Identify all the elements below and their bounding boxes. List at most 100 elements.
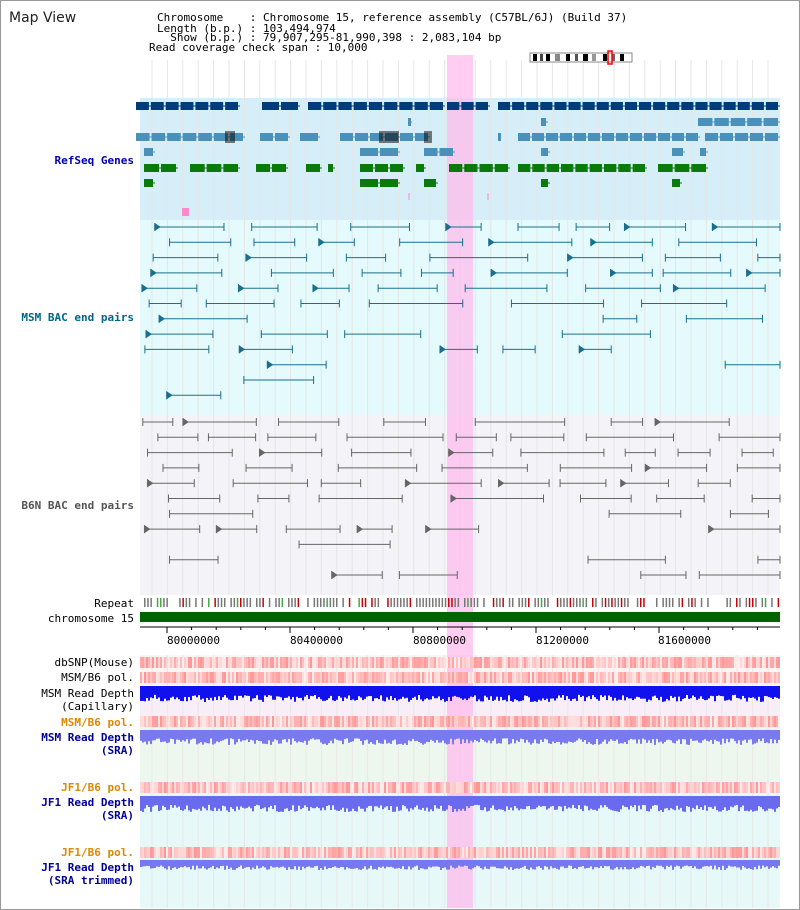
jf1-depth-sra-bar bbox=[524, 796, 526, 809]
msm-depth-sra-bar bbox=[272, 730, 274, 742]
jf1-depth-sra-bar bbox=[534, 796, 536, 810]
dbsnp-strip bbox=[608, 657, 610, 668]
gene-exon bbox=[672, 179, 680, 187]
msm-pol-strip bbox=[144, 672, 146, 683]
msm-pol-strip bbox=[370, 672, 372, 683]
msm-pol-sra-strip bbox=[518, 716, 520, 727]
jf1-depth-sra-bar bbox=[188, 796, 190, 811]
msm-pol-sra-strip bbox=[242, 716, 244, 727]
jf1-pol-strip bbox=[352, 782, 354, 793]
msm-pol-strip bbox=[428, 672, 430, 683]
jf1-depth-sra-bar bbox=[210, 796, 212, 811]
b6n-bac-label[interactable]: B6N BAC end pairs bbox=[21, 499, 134, 512]
msm-pol-strip bbox=[166, 672, 168, 683]
msm-pol-strip bbox=[622, 672, 624, 683]
jf1-pol-strip bbox=[276, 782, 278, 793]
msm-depth-sra-bar bbox=[582, 730, 584, 742]
msm-pol-sra-strip bbox=[312, 716, 314, 727]
repeat-element bbox=[556, 598, 559, 607]
jf1-depth-trim-bar bbox=[410, 860, 412, 870]
jf1-pol-strip bbox=[170, 782, 172, 793]
gene-exon bbox=[589, 164, 602, 172]
jf1-pol-2-strip bbox=[556, 847, 558, 858]
msm-pol-sra-strip bbox=[688, 716, 690, 727]
msm-pol-sra-strip bbox=[752, 716, 754, 727]
dbsnp-strip bbox=[374, 657, 376, 668]
gene-exon bbox=[206, 164, 222, 172]
jf1-pol-2-strip bbox=[610, 847, 612, 858]
refseq-genes-label[interactable]: RefSeq Genes bbox=[54, 154, 134, 167]
jf1-pol-strip bbox=[746, 782, 748, 793]
dbsnp-strip bbox=[430, 657, 432, 668]
msm-pol-strip bbox=[324, 672, 326, 683]
msm-pol-strip bbox=[226, 672, 228, 683]
jf1-depth-trim-bar bbox=[238, 860, 240, 867]
repeat-element bbox=[425, 598, 428, 607]
dbsnp-strip bbox=[716, 657, 718, 668]
msm-pol-strip bbox=[758, 672, 760, 683]
msm-pol-strip bbox=[436, 672, 438, 683]
jf1-depth-trim-bar bbox=[328, 860, 330, 868]
gene-exon bbox=[461, 102, 474, 110]
msm-depth-sra-bar bbox=[572, 730, 574, 743]
jf1-depth-trim-bar bbox=[186, 860, 188, 868]
jf1-pol-2-strip bbox=[340, 847, 342, 858]
jf1-pol-strip bbox=[704, 782, 706, 793]
jf1-pol-2-strip bbox=[518, 847, 520, 858]
dbsnp-strip bbox=[510, 657, 512, 668]
msm-bac-label[interactable]: MSM BAC end pairs bbox=[21, 311, 134, 324]
msm-depth-sra-bar bbox=[618, 730, 620, 744]
jf1-pol-2-strip bbox=[256, 847, 258, 858]
msm-pol-sra-strip bbox=[498, 716, 500, 727]
msm-depth-capillary-bar bbox=[574, 686, 576, 699]
jf1-depth-trim-bar bbox=[686, 860, 688, 866]
msm-depth-sra-bar bbox=[646, 730, 648, 743]
jf1-depth-trim-bar bbox=[682, 860, 684, 867]
jf1-depth-sra-bar bbox=[242, 796, 244, 808]
msm-depth-sra-bar bbox=[776, 730, 778, 744]
gene-exon bbox=[695, 102, 708, 110]
msm-depth-capillary-bar bbox=[202, 686, 204, 699]
msm-pol-strip bbox=[510, 672, 512, 683]
jf1-depth-trim-bar bbox=[416, 860, 418, 866]
jf1-depth-sra-bar bbox=[468, 796, 470, 808]
dbsnp-strip bbox=[550, 657, 552, 668]
jf1-depth-trim-bar bbox=[448, 860, 450, 870]
dbsnp-strip bbox=[594, 657, 596, 668]
msm-pol-strip bbox=[552, 672, 554, 683]
jf1-depth-trim-bar bbox=[684, 860, 686, 866]
msm-depth-sra-bar bbox=[614, 730, 616, 742]
msm-depth-capillary-bar bbox=[380, 686, 382, 696]
msm-depth-sra-bar bbox=[176, 730, 178, 740]
repeat-element bbox=[320, 598, 322, 607]
jf1-depth-trim-bar bbox=[606, 860, 608, 867]
msm-depth-capillary-bar bbox=[694, 686, 696, 698]
msm-depth-sra-bar bbox=[628, 730, 630, 741]
jf1-pol-2-strip bbox=[246, 847, 248, 858]
msm-bac-pair-arrow bbox=[439, 345, 446, 354]
jf1-depth-sra-bar bbox=[582, 796, 584, 812]
jf1-pol-strip bbox=[554, 782, 556, 793]
dbsnp-strip bbox=[196, 657, 198, 668]
jf1-depth-trim-bar bbox=[354, 860, 356, 869]
msm-pol-strip bbox=[196, 672, 198, 683]
msm-pol-sra-strip bbox=[486, 716, 488, 727]
jf1-pol-2-strip bbox=[462, 847, 464, 858]
jf1-pol-strip bbox=[742, 782, 744, 793]
msm-pol-sra-strip bbox=[764, 716, 766, 727]
jf1-depth-sra-bar bbox=[680, 796, 682, 808]
msm-pol-sra-strip bbox=[416, 716, 418, 727]
msm-pol-strip bbox=[706, 672, 708, 683]
msm-depth-sra-bar bbox=[308, 730, 310, 741]
msm-depth-sra-bar bbox=[652, 730, 654, 740]
msm-depth-capillary-bar bbox=[758, 686, 760, 697]
jf1-pol-2-strip bbox=[358, 847, 360, 858]
dbsnp-strip bbox=[146, 657, 148, 668]
jf1-pol-2-strip bbox=[162, 847, 164, 858]
msm-pol-sra-strip bbox=[602, 716, 604, 727]
jf1-depth-trim-bar bbox=[420, 860, 422, 869]
dbsnp-strip bbox=[644, 657, 646, 668]
msm-depth-sra-bar bbox=[400, 730, 402, 744]
msm-depth-sra-bar bbox=[690, 730, 692, 739]
